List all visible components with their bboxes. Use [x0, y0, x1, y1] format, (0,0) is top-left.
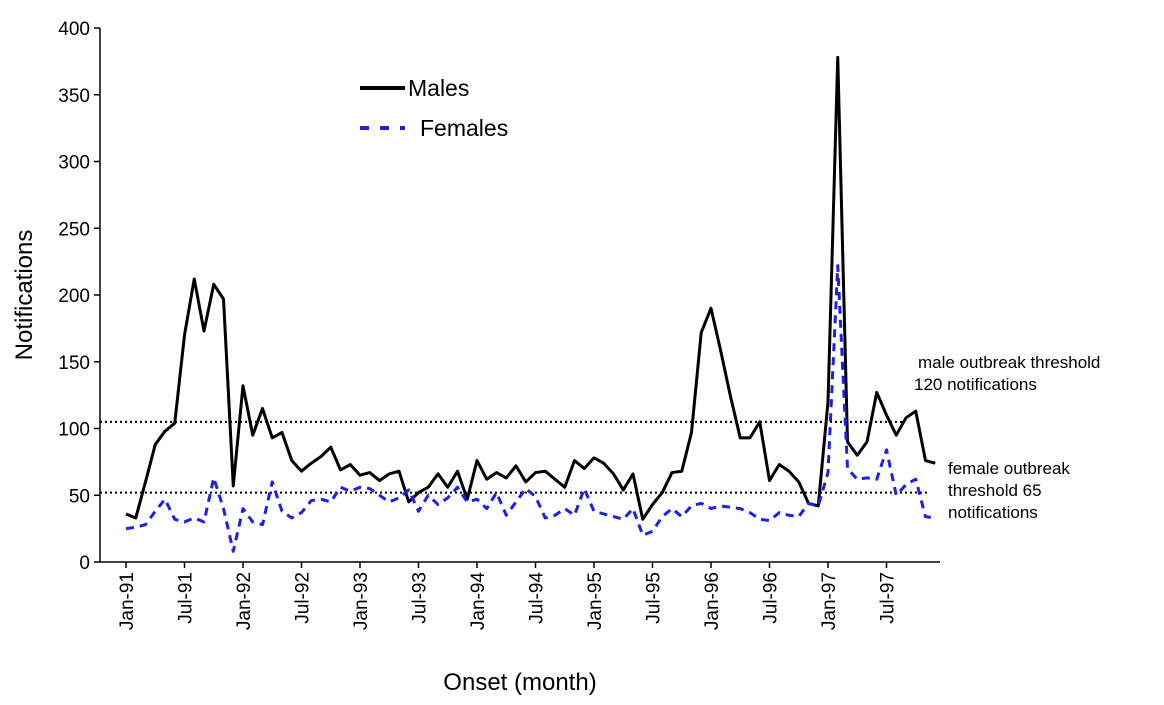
x-tick-label: Jul-95: [644, 572, 665, 624]
y-tick-label: 50: [69, 486, 90, 507]
y-tick-label: 0: [79, 553, 90, 574]
y-tick-label: 350: [58, 86, 90, 107]
series-line: [125, 264, 936, 553]
y-tick-label: 150: [58, 353, 90, 374]
y-tick-label: 300: [58, 153, 90, 174]
y-tick-label: 400: [58, 19, 90, 40]
x-tick-label: Jan-97: [819, 572, 840, 630]
x-tick-label: Jul-93: [410, 572, 431, 624]
x-tick-label: Jan-92: [234, 572, 255, 630]
threshold-label: male outbreak threshold: [918, 353, 1100, 372]
threshold-label: threshold 65: [948, 481, 1042, 500]
x-tick-label: Jan-95: [585, 572, 606, 630]
y-tick-label: 250: [58, 219, 90, 240]
threshold-label: notifications: [948, 503, 1038, 522]
x-tick-label: Jul-91: [176, 572, 197, 624]
y-axis-label: Notifications: [11, 230, 38, 361]
series-line: [125, 55, 936, 521]
legend-label: Males: [408, 75, 469, 101]
x-tick-label: Jul-92: [293, 572, 314, 624]
x-tick-label: Jul-96: [761, 572, 782, 624]
x-tick-label: Jan-94: [468, 572, 489, 631]
x-tick-label: Jan-91: [117, 572, 138, 630]
x-tick-label: Jan-96: [702, 572, 723, 630]
y-tick-label: 200: [58, 286, 90, 307]
x-tick-label: Jul-94: [527, 572, 548, 624]
x-tick-label: Jan-93: [351, 572, 372, 630]
legend-label: Females: [420, 115, 508, 141]
x-tick-label: Jul-97: [878, 572, 899, 624]
y-tick-label: 100: [58, 420, 90, 441]
x-axis-label: Onset (month): [443, 669, 596, 696]
threshold-label: 120 notifications: [914, 375, 1037, 394]
threshold-label: female outbreak: [948, 459, 1070, 478]
